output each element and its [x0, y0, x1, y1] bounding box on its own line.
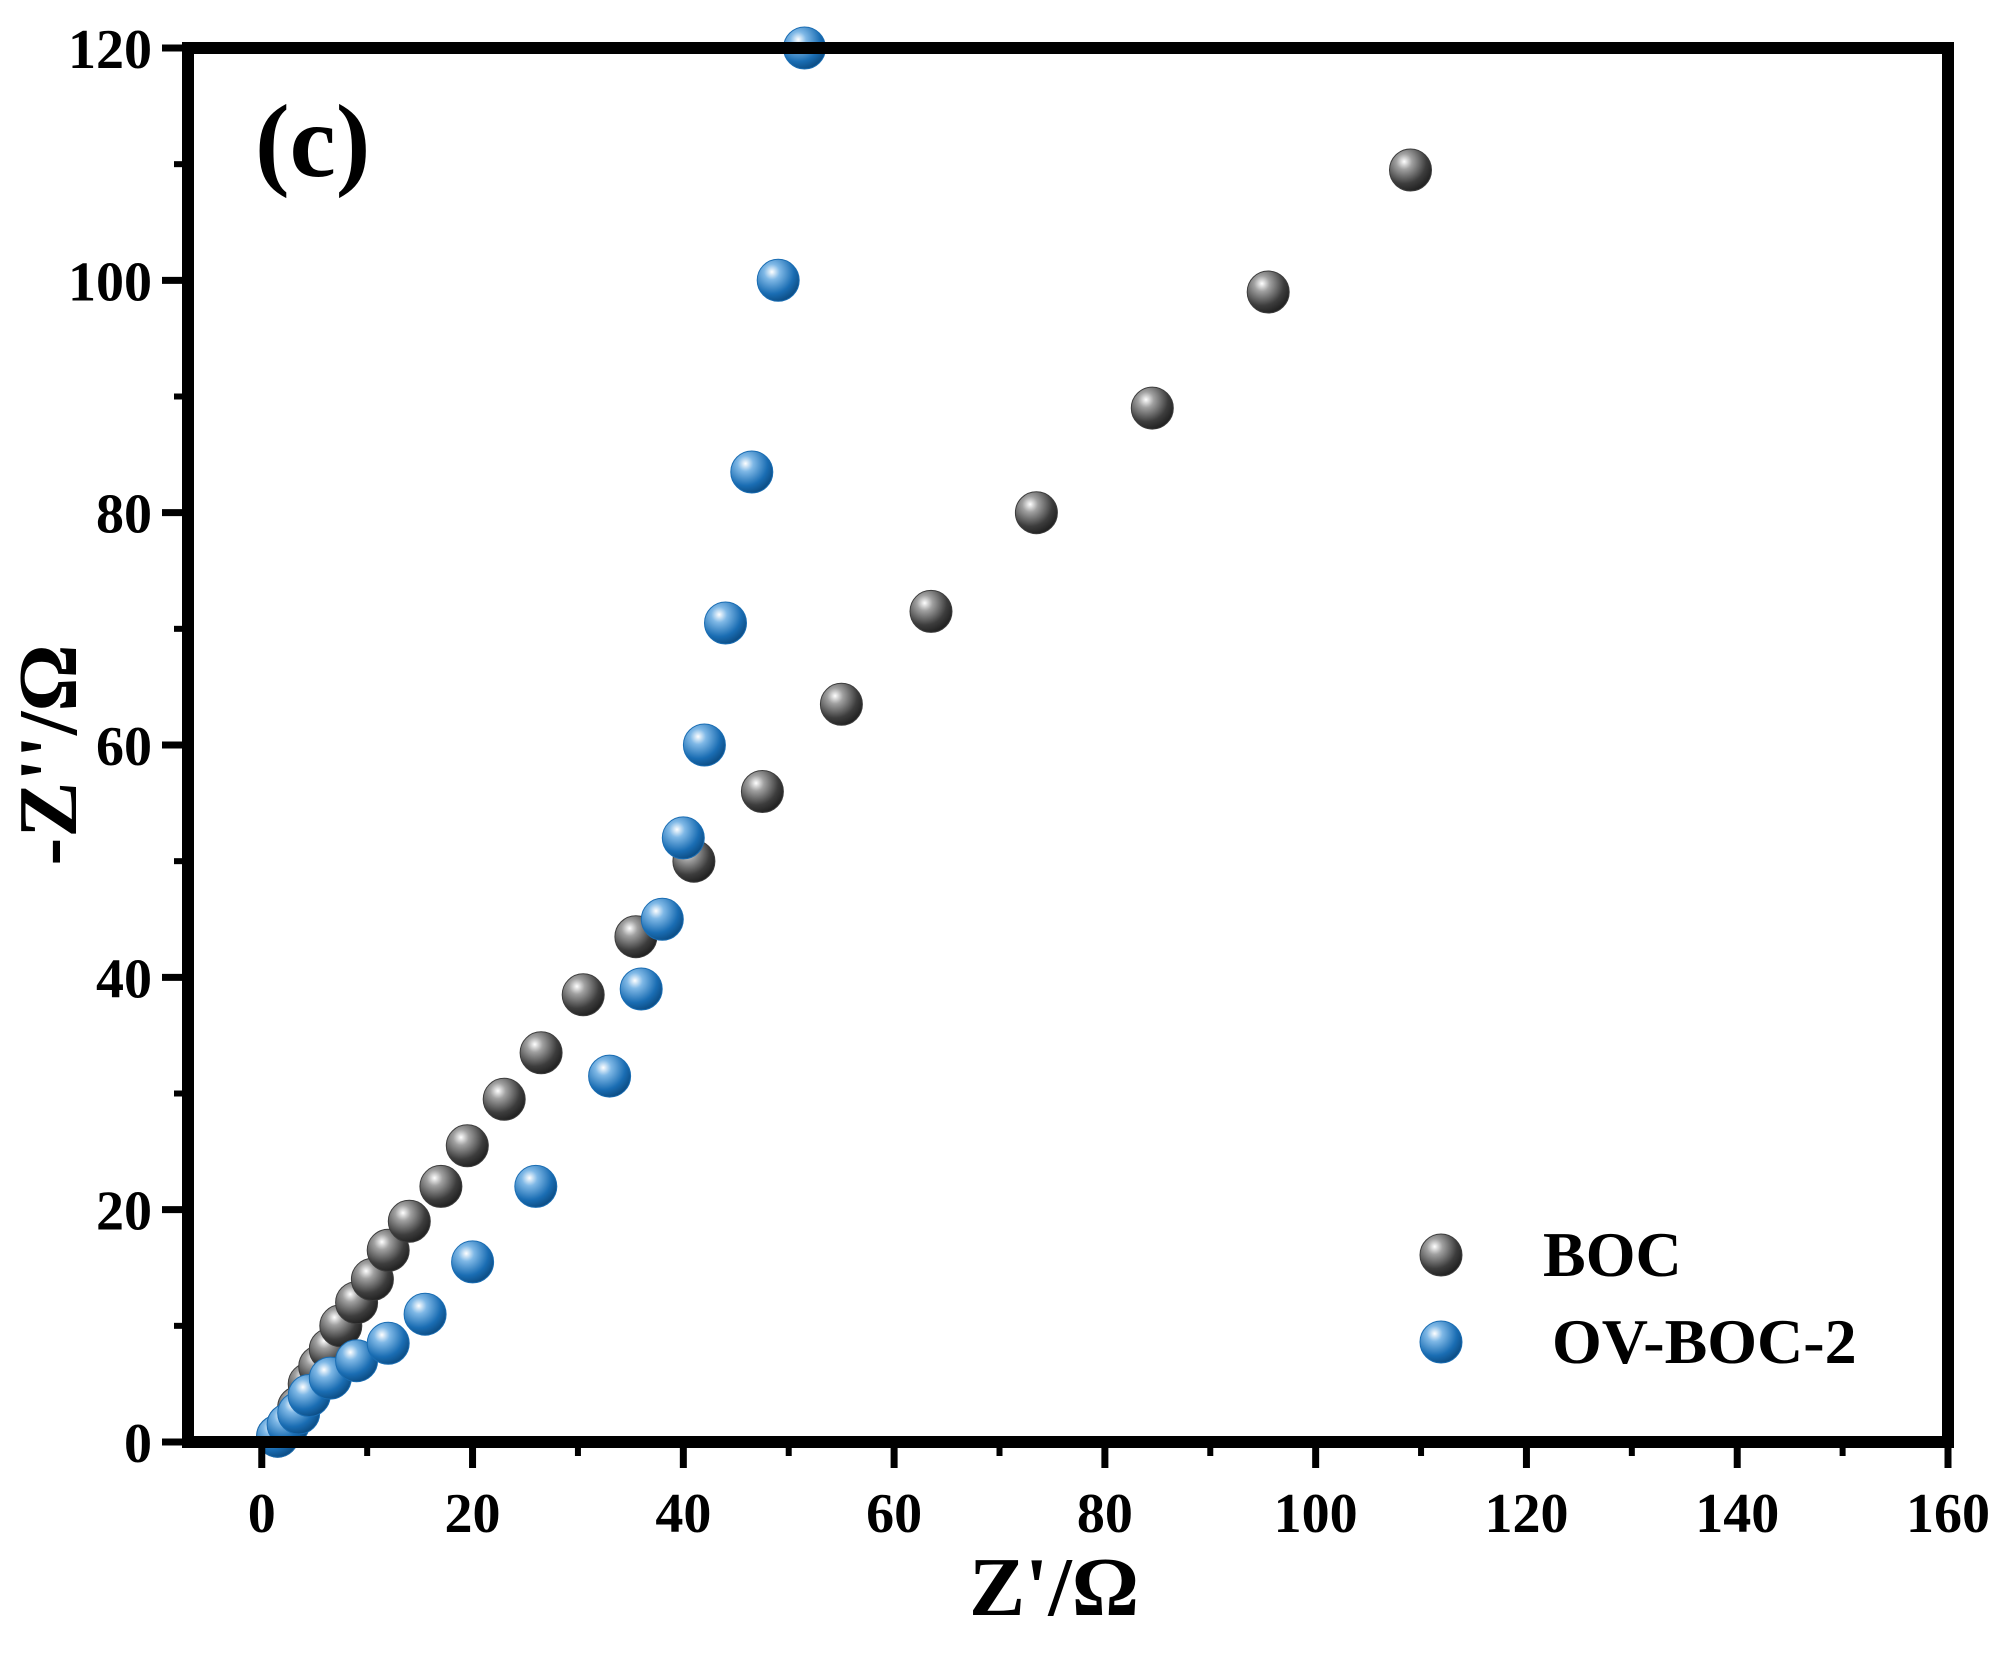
data-point [640, 897, 684, 941]
data-point [740, 770, 784, 813]
data-point [403, 1292, 447, 1336]
data-point [1130, 386, 1174, 430]
x-tick-label: 140 [1695, 1483, 1779, 1545]
x-tick-label: 100 [1274, 1483, 1358, 1545]
data-point [909, 589, 953, 633]
x-tick-label: 40 [655, 1483, 711, 1545]
y-tick-label: 60 [96, 716, 152, 778]
y-tick-label: 40 [96, 948, 152, 1010]
data-point [451, 1240, 495, 1284]
series-ov-boc-2 [256, 26, 826, 1458]
x-tick-label: 20 [445, 1483, 501, 1545]
series-layer [256, 26, 1432, 1458]
data-point [1246, 270, 1290, 314]
y-tick-label: 100 [68, 251, 152, 313]
panel-label: (c) [255, 84, 370, 199]
data-point [756, 258, 800, 302]
data-point [588, 1054, 632, 1098]
x-tick-label: 60 [866, 1483, 922, 1545]
x-tick-label: 0 [248, 1483, 276, 1545]
legend-label: BOC [1543, 1219, 1682, 1290]
legend-marker [1419, 1233, 1463, 1277]
data-point [1389, 148, 1432, 192]
y-tick-label: 20 [96, 1181, 152, 1243]
data-point [682, 723, 726, 767]
data-point [1014, 491, 1058, 535]
x-tick-label: 160 [1906, 1483, 1990, 1545]
y-axis-title: -Z''/Ω [2, 644, 95, 865]
y-tick-label: 0 [124, 1413, 152, 1475]
data-point [704, 601, 747, 645]
x-axis-title: Z'/Ω [969, 1541, 1139, 1634]
legend-label: OV-BOC-2 [1552, 1306, 1857, 1377]
x-tick-label: 80 [1077, 1483, 1133, 1545]
legend-marker [1419, 1320, 1463, 1364]
legend: BOC OV-BOC-2 [1419, 1219, 1857, 1377]
x-tick-label: 120 [1484, 1483, 1568, 1545]
data-point [561, 973, 605, 1017]
y-tick-label: 80 [96, 484, 152, 546]
plot-frame [182, 42, 1954, 1448]
data-point [661, 816, 705, 860]
series-boc [256, 148, 1432, 1458]
data-point [619, 967, 663, 1011]
data-point [519, 1031, 563, 1075]
data-point [387, 1199, 431, 1243]
data-point [482, 1077, 526, 1121]
axes-layer: 0 20 40 60 80 100 120 140 160 0 20 40 60 80 100 120 [68, 19, 1990, 1545]
data-point [445, 1124, 489, 1168]
legend-item: OV-BOC-2 [1419, 1306, 1857, 1377]
data-point [730, 450, 774, 494]
data-point [419, 1164, 463, 1208]
legend-item: BOC [1419, 1219, 1682, 1290]
data-point [366, 1321, 410, 1365]
data-point [514, 1164, 558, 1208]
y-tick-label: 120 [68, 19, 152, 81]
data-point [819, 682, 863, 726]
